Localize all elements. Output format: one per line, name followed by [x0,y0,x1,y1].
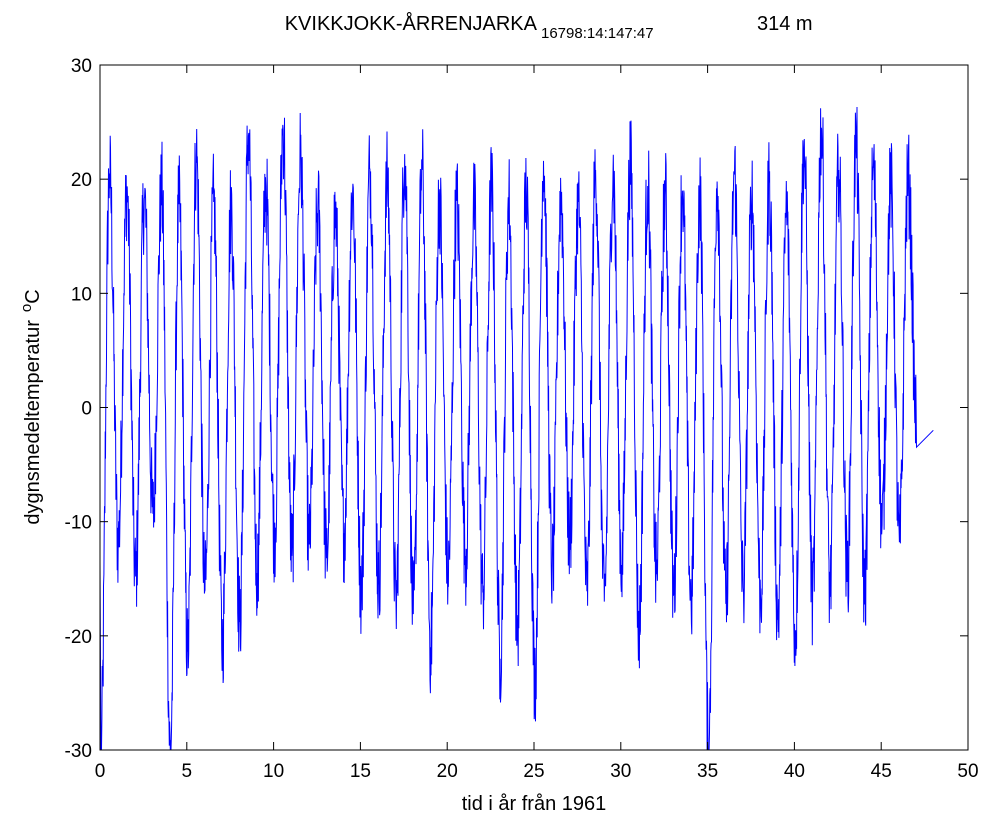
y-tick-label: -30 [65,741,92,762]
y-tick-label: 0 [81,399,92,420]
y-axis-unit-degree: o [18,304,35,312]
x-tick-label: 45 [871,761,892,782]
y-axis-label: dygnsmedeltemperatur oC [18,289,44,524]
x-tick-label: 30 [610,761,631,782]
svg-text:KVIKKJOKK-ÅRRENJARKA: KVIKKJOKK-ÅRRENJARKA [285,12,538,35]
y-axis: -30 -20 -10 0 10 20 30 [65,56,968,762]
x-tick-label: 35 [697,761,718,782]
title-station: KVIKKJOKK-ÅRRENJARKA [285,12,538,35]
x-axis: 0 5 10 15 20 25 30 35 40 45 50 [95,65,979,782]
y-tick-label: 10 [71,284,92,305]
series-line-temperature [99,106,934,751]
title-station-code: 16798:14:147:47 [541,25,654,42]
x-tick-label: 0 [95,761,106,782]
x-tick-label: 5 [182,761,193,782]
x-tick-label: 25 [523,761,544,782]
y-tick-label: -20 [65,627,92,648]
x-tick-label: 15 [350,761,371,782]
y-tick-label: 20 [71,170,92,191]
title-elevation: 314 m [757,13,813,35]
y-axis-label-text: dygnsmedeltemperatur [22,320,44,525]
y-tick-label: 30 [71,56,92,77]
plot-area: 0 5 10 15 20 25 30 35 40 45 50 -30 -20 -10 0 10 20 30 [65,56,979,782]
x-tick-label: 40 [784,761,805,782]
y-axis-unit: C [22,289,44,303]
x-tick-label: 50 [957,761,978,782]
x-tick-label: 10 [263,761,284,782]
data-layer [99,106,934,751]
x-axis-label: tid i år från 1961 [462,793,607,815]
x-tick-label: 20 [437,761,458,782]
chart-title: KVIKKJOKK-ÅRRENJARKA 16798:14:147:47 314… [285,12,813,42]
y-tick-label: -10 [65,513,92,534]
